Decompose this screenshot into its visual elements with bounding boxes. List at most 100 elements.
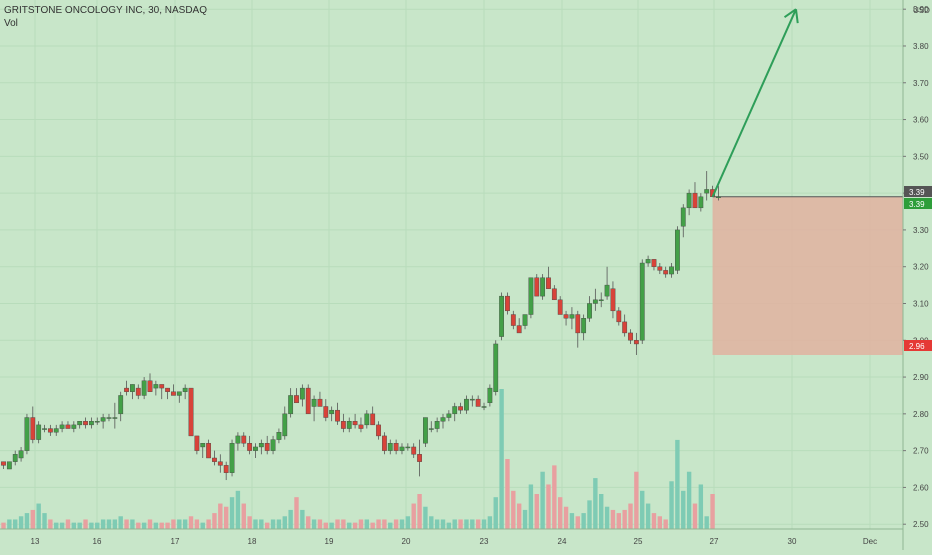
candle-body <box>540 277 546 297</box>
x-tick-label: 23 <box>480 537 489 546</box>
candle-body <box>440 417 446 422</box>
symbol-title: GRITSTONE ONCOLOGY INC, 30, NASDAQ <box>4 5 208 16</box>
volume-bar <box>405 516 411 529</box>
volume-bar <box>171 519 176 529</box>
volume-bar <box>89 522 94 529</box>
x-tick-label: 30 <box>788 537 797 546</box>
candle-body <box>165 387 170 392</box>
volume-bar <box>446 522 452 529</box>
candle-body <box>434 421 440 429</box>
volume-bar <box>599 494 604 529</box>
volume-bar <box>253 519 258 529</box>
volume-bar <box>505 459 510 529</box>
candle-body <box>288 395 294 415</box>
volume-bar <box>153 522 159 529</box>
projection-arrow-head <box>783 8 797 19</box>
volume-bar <box>347 522 352 529</box>
volume-bar <box>311 519 317 529</box>
volume-bar <box>352 522 358 529</box>
candle-body <box>311 398 317 407</box>
candle-body <box>88 421 94 426</box>
volume-bar <box>335 519 340 529</box>
volume-bar <box>651 513 657 529</box>
volume-bar <box>136 522 141 529</box>
target-zone-box[interactable] <box>712 196 932 355</box>
candle-body <box>598 299 604 302</box>
volume-bar <box>663 519 668 529</box>
candle-body <box>411 446 417 455</box>
candle-body <box>264 443 270 451</box>
candle-body <box>53 428 59 433</box>
volume-bar <box>106 519 112 529</box>
candle-body <box>241 435 247 444</box>
candle-body <box>100 417 106 422</box>
volume-bar <box>223 506 229 529</box>
x-tick-label: 20 <box>402 537 411 546</box>
volume-bar <box>306 516 311 529</box>
x-tick-label: 25 <box>634 537 643 546</box>
volume-bar <box>317 519 323 529</box>
volume-bar <box>522 509 528 529</box>
volume-bar <box>194 519 200 529</box>
volume-bar <box>593 478 598 529</box>
candle-body <box>335 409 340 422</box>
candle-body <box>464 398 469 411</box>
y-tick-label: 3.20 <box>913 263 929 272</box>
projection-arrow[interactable] <box>711 8 797 198</box>
candle-body <box>159 384 165 389</box>
volume-bar <box>235 490 241 529</box>
volume-bar <box>675 439 680 529</box>
candle-body <box>393 443 399 451</box>
candle-body <box>622 321 628 334</box>
candle-body <box>692 192 698 209</box>
volume-bar <box>212 513 217 529</box>
volume-bar <box>1 522 6 529</box>
volume-bar <box>511 490 516 529</box>
volume-bar <box>147 519 153 529</box>
volume-bar <box>563 506 569 529</box>
volume-bar <box>112 519 118 529</box>
candle-body <box>452 406 458 415</box>
volume-bar <box>393 519 399 529</box>
volume-bar <box>440 519 446 529</box>
y-tick-label: 2.80 <box>913 410 929 419</box>
x-tick-label: 16 <box>93 537 102 546</box>
volume-bar <box>159 522 164 529</box>
candle-body <box>592 299 598 304</box>
x-tick-label: 19 <box>325 537 334 546</box>
volume-bar <box>698 484 704 529</box>
volume-bar <box>417 494 422 529</box>
volume-bar <box>118 516 123 529</box>
x-tick-label: 18 <box>248 537 257 546</box>
volume-bar <box>83 519 88 529</box>
candle-body <box>323 406 329 418</box>
volume-bar <box>182 519 188 529</box>
candle-body <box>59 424 65 429</box>
price-axis[interactable] <box>903 0 932 550</box>
volume-bar <box>516 503 522 529</box>
volume-bar <box>200 522 205 529</box>
candle-body <box>118 395 124 415</box>
volume-bar <box>622 509 627 529</box>
candle-body <box>153 384 159 389</box>
volume-bar <box>54 522 59 529</box>
candle-body <box>669 266 674 275</box>
candle-body <box>358 424 364 429</box>
volume-bar <box>640 490 645 529</box>
volume-bar <box>645 503 651 529</box>
candle-body <box>1 461 6 466</box>
candle-body <box>645 259 651 264</box>
candle-body <box>481 406 487 408</box>
candle-body <box>423 417 428 444</box>
volume-bar <box>95 522 100 529</box>
candle-body <box>270 439 276 451</box>
price-badge-label: 3.39 <box>909 188 925 197</box>
candle-body <box>147 380 153 392</box>
candle-body <box>651 259 657 267</box>
volume-bar <box>464 519 469 529</box>
candle-body <box>639 262 645 341</box>
y-tick-label: 3.80 <box>913 42 929 51</box>
volume-bar <box>558 497 563 529</box>
